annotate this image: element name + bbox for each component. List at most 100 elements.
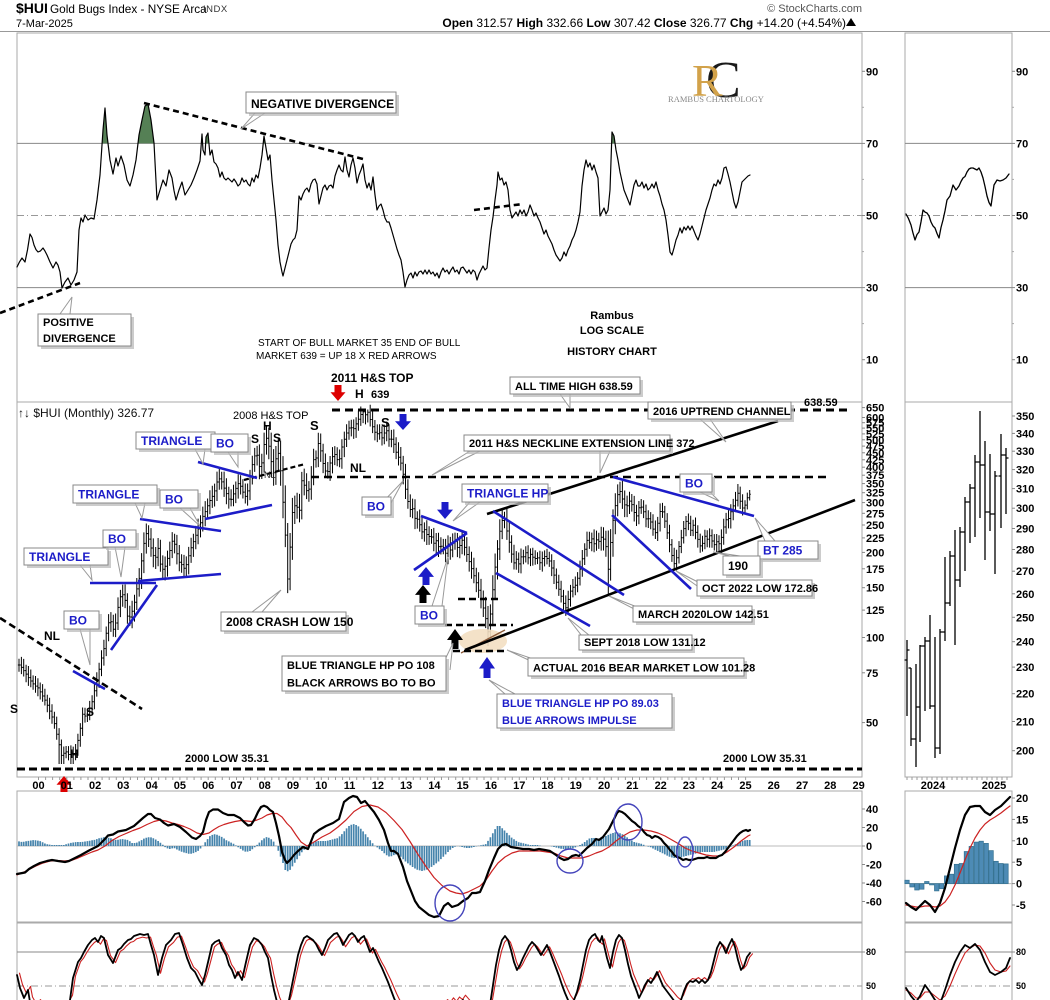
- svg-text:2000 LOW 35.31: 2000 LOW 35.31: [185, 753, 269, 765]
- svg-text:400: 400: [866, 462, 884, 474]
- svg-text:50: 50: [1016, 981, 1026, 991]
- svg-text:11: 11: [344, 780, 356, 792]
- svg-text:TRIANGLE: TRIANGLE: [141, 434, 202, 448]
- svg-text:HISTORY CHART: HISTORY CHART: [567, 346, 657, 358]
- svg-text:500: 500: [866, 435, 884, 447]
- svg-text:MARCH 2020LOW 142.51: MARCH 2020LOW 142.51: [638, 609, 769, 621]
- svg-text:639: 639: [371, 389, 389, 401]
- svg-text:INDX: INDX: [203, 4, 228, 15]
- svg-text:425: 425: [866, 455, 884, 467]
- svg-text:27: 27: [796, 780, 808, 792]
- svg-text:150: 150: [866, 583, 884, 595]
- svg-text:06: 06: [202, 780, 214, 792]
- svg-text:240: 240: [1016, 637, 1034, 649]
- svg-text:0: 0: [866, 841, 872, 853]
- svg-text:16: 16: [485, 780, 497, 792]
- svg-text:20: 20: [866, 823, 878, 835]
- svg-text:50: 50: [866, 718, 878, 730]
- svg-text:260: 260: [1016, 589, 1034, 601]
- svg-text:MARKET 639 = UP 18 X RED ARRO: MARKET 639 = UP 18 X RED ARROWS: [256, 351, 437, 362]
- svg-text:ACTUAL 2016 BEAR MARKET LOW 10: ACTUAL 2016 BEAR MARKET LOW 101.28: [533, 663, 755, 675]
- svg-text:30: 30: [866, 283, 878, 295]
- svg-text:BO: BO: [216, 437, 234, 451]
- svg-text:7-Mar-2025: 7-Mar-2025: [16, 18, 73, 30]
- svg-text:300: 300: [866, 498, 884, 510]
- svg-text:2016 UPTREND CHANNEL: 2016 UPTREND CHANNEL: [653, 406, 791, 418]
- svg-text:650: 650: [866, 403, 884, 415]
- svg-text:90: 90: [1016, 66, 1028, 78]
- svg-text:-5: -5: [1016, 900, 1026, 912]
- svg-text:TRIANGLE: TRIANGLE: [78, 488, 139, 502]
- svg-text:2011 H&S TOP: 2011 H&S TOP: [331, 371, 414, 385]
- svg-text:NL: NL: [350, 461, 366, 475]
- svg-text:19: 19: [570, 780, 582, 792]
- svg-text:250: 250: [1016, 612, 1034, 624]
- svg-text:270: 270: [1016, 566, 1034, 578]
- svg-text:TRIANGLE: TRIANGLE: [29, 550, 90, 564]
- svg-text:BLUE ARROWS IMPULSE: BLUE ARROWS IMPULSE: [502, 715, 637, 727]
- svg-text:290: 290: [1016, 524, 1034, 536]
- svg-text:100: 100: [866, 633, 884, 645]
- svg-text:375: 375: [866, 470, 884, 482]
- svg-text:5: 5: [1016, 857, 1022, 869]
- svg-text:04: 04: [145, 780, 158, 792]
- svg-text:450: 450: [866, 448, 884, 460]
- svg-text:NEGATIVE DIVERGENCE: NEGATIVE DIVERGENCE: [251, 97, 394, 111]
- svg-text:2025: 2025: [982, 780, 1006, 792]
- svg-text:H: H: [70, 747, 79, 761]
- svg-text:S: S: [310, 418, 319, 433]
- svg-text:15: 15: [1016, 814, 1028, 826]
- svg-text:230: 230: [1016, 662, 1034, 674]
- svg-text:80: 80: [1016, 947, 1026, 957]
- svg-text:638.59: 638.59: [804, 397, 838, 409]
- svg-text:10: 10: [866, 355, 878, 367]
- svg-text:200: 200: [866, 547, 884, 559]
- svg-text:03: 03: [117, 780, 129, 792]
- svg-text:NL: NL: [44, 629, 60, 643]
- svg-text:40: 40: [866, 804, 878, 816]
- svg-text:30: 30: [1016, 283, 1028, 295]
- svg-text:575: 575: [866, 418, 884, 430]
- svg-text:550: 550: [866, 423, 884, 435]
- svg-text:280: 280: [1016, 545, 1034, 557]
- svg-text:0: 0: [1016, 879, 1022, 891]
- svg-text:SEPT 2018 LOW 131.12: SEPT 2018 LOW 131.12: [584, 637, 706, 649]
- svg-text:10: 10: [1016, 355, 1028, 367]
- svg-text:310: 310: [1016, 484, 1034, 496]
- svg-text:08: 08: [259, 780, 271, 792]
- svg-text:NL: NL: [264, 470, 276, 480]
- svg-text:525: 525: [866, 429, 884, 441]
- svg-text:250: 250: [866, 520, 884, 532]
- svg-text:2000 LOW 35.31: 2000 LOW 35.31: [723, 753, 807, 765]
- svg-text:09: 09: [287, 780, 299, 792]
- svg-text:50: 50: [866, 211, 878, 223]
- svg-text:24: 24: [711, 780, 724, 792]
- svg-text:S: S: [251, 432, 259, 446]
- svg-text:220: 220: [1016, 689, 1034, 701]
- svg-text:Open 312.57 High 332.66 Low 30: Open 312.57 High 332.66 Low 307.42 Close…: [442, 16, 846, 30]
- svg-text:70: 70: [1016, 138, 1028, 150]
- svg-text:Rambus: Rambus: [590, 310, 633, 322]
- svg-text:75: 75: [866, 668, 878, 680]
- svg-text:02: 02: [89, 780, 101, 792]
- svg-text:-20: -20: [866, 860, 882, 872]
- svg-text:29: 29: [852, 780, 864, 792]
- svg-text:50: 50: [1016, 211, 1028, 223]
- svg-text:17: 17: [513, 780, 525, 792]
- svg-text:175: 175: [866, 564, 884, 576]
- svg-text:50: 50: [866, 981, 876, 991]
- svg-text:BT 285: BT 285: [763, 544, 803, 558]
- svg-text:ALL TIME HIGH 638.59: ALL TIME HIGH 638.59: [515, 381, 633, 393]
- svg-text:14: 14: [428, 780, 441, 792]
- svg-text:© StockCharts.com: © StockCharts.com: [767, 3, 862, 15]
- svg-text:OCT 2022 LOW 172.86: OCT 2022 LOW 172.86: [702, 583, 818, 595]
- svg-text:BO: BO: [165, 493, 183, 507]
- svg-text:-40: -40: [866, 878, 882, 890]
- svg-text:330: 330: [1016, 446, 1034, 458]
- svg-text:210: 210: [1016, 717, 1034, 729]
- svg-text:90: 90: [866, 66, 878, 78]
- svg-text:70: 70: [866, 138, 878, 150]
- svg-text:00: 00: [32, 780, 44, 792]
- svg-text:START OF BULL MARKET 35 END OF: START OF BULL MARKET 35 END OF BULL: [258, 338, 461, 349]
- svg-text:13: 13: [400, 780, 412, 792]
